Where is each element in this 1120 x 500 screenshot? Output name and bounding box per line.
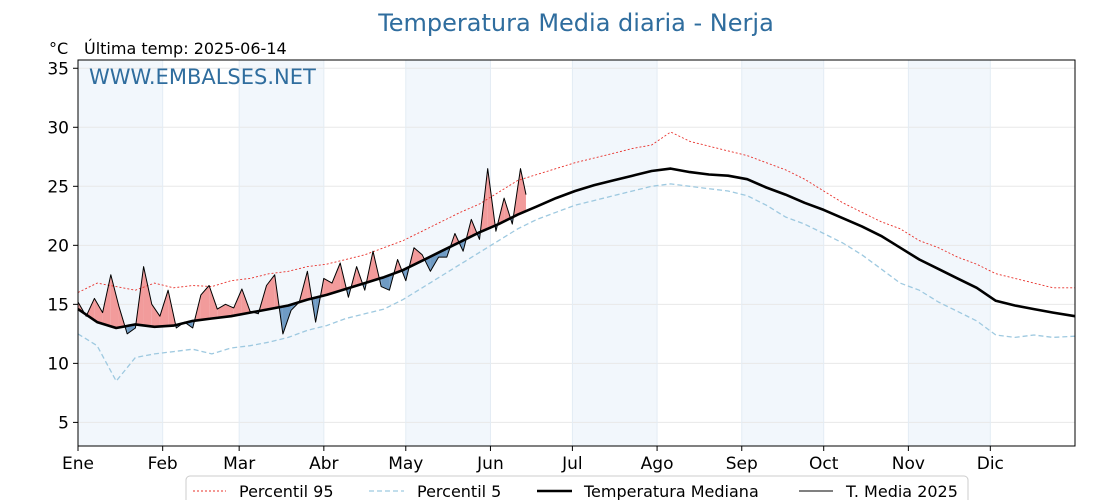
- p95-line: [77, 131, 1075, 293]
- x-tick-label: Abr: [309, 454, 338, 474]
- fill-above-median: [520, 168, 526, 214]
- month-band: [78, 60, 163, 446]
- x-tick-label: Oct: [809, 454, 839, 474]
- watermark: WWW.EMBALSES.NET: [89, 65, 316, 89]
- median-line: [77, 167, 1076, 330]
- fill-above-median: [159, 290, 169, 327]
- y-tick-label: 15: [47, 295, 69, 315]
- x-tick-label: Nov: [892, 454, 925, 474]
- legend-label-median: Temperatura Mediana: [583, 482, 759, 500]
- fill-above-median: [217, 304, 226, 318]
- month-band: [239, 60, 324, 446]
- month-band: [572, 60, 658, 446]
- fill-below-median: [430, 252, 439, 272]
- fill-above-median: [151, 304, 160, 327]
- x-tick-label: May: [388, 454, 423, 474]
- fill-above-median: [86, 298, 95, 321]
- x-tick-label: Sep: [726, 454, 758, 474]
- y-tick-label: 25: [47, 177, 69, 197]
- fill-above-median: [332, 263, 341, 294]
- actual-2025-line: [77, 168, 527, 335]
- fill-above-median: [94, 298, 103, 324]
- fill-above-median: [102, 274, 111, 327]
- y-tick-label: 10: [47, 354, 69, 374]
- legend-label-actual: T. Media 2025: [845, 482, 958, 500]
- y-tick-label: 5: [58, 413, 69, 433]
- fill-above-median: [200, 285, 210, 320]
- unit-label: °C: [49, 39, 68, 58]
- fill-above-median: [209, 285, 218, 319]
- x-tick-label: Ene: [62, 454, 94, 474]
- x-tick-label: Mar: [223, 454, 255, 474]
- x-tick-label: Ago: [641, 454, 674, 474]
- fill-above-median: [323, 278, 333, 296]
- y-tick-label: 30: [47, 118, 69, 138]
- legend: Percentil 95 Percentil 5 Temperatura Med…: [185, 475, 969, 500]
- series-lines: [77, 131, 1076, 382]
- x-tick-label: Feb: [148, 454, 178, 474]
- fill-above-median: [110, 274, 119, 328]
- fill-below-median: [381, 275, 390, 291]
- fill-above-median: [233, 289, 242, 316]
- x-tick-label: Jun: [476, 454, 504, 474]
- x-tick-label: Jul: [561, 454, 583, 474]
- y-axis: 5 10 15 20 25 30 35: [47, 59, 78, 433]
- x-axis: Ene Feb Mar Abr May Jun Jul Ago Sep Oct Nov Dic: [62, 446, 1004, 474]
- legend-label-p5: Percentil 5: [417, 482, 501, 500]
- p5-line: [77, 183, 1076, 382]
- legend-box: [185, 475, 969, 500]
- month-band: [741, 60, 824, 446]
- month-bands: [78, 60, 991, 446]
- fill-above-median: [143, 266, 152, 327]
- fill-below-median: [282, 304, 292, 334]
- plot-frame: [77, 59, 1076, 447]
- chart-title: Temperatura Media diaria - Nerja: [377, 9, 774, 37]
- x-tick-label: Dic: [977, 454, 1004, 474]
- legend-label-p95: Percentil 95: [239, 482, 334, 500]
- y-tick-label: 20: [47, 236, 69, 256]
- y-tick-label: 35: [47, 59, 69, 79]
- last-temp-label: Última temp: 2025-06-14: [84, 39, 287, 58]
